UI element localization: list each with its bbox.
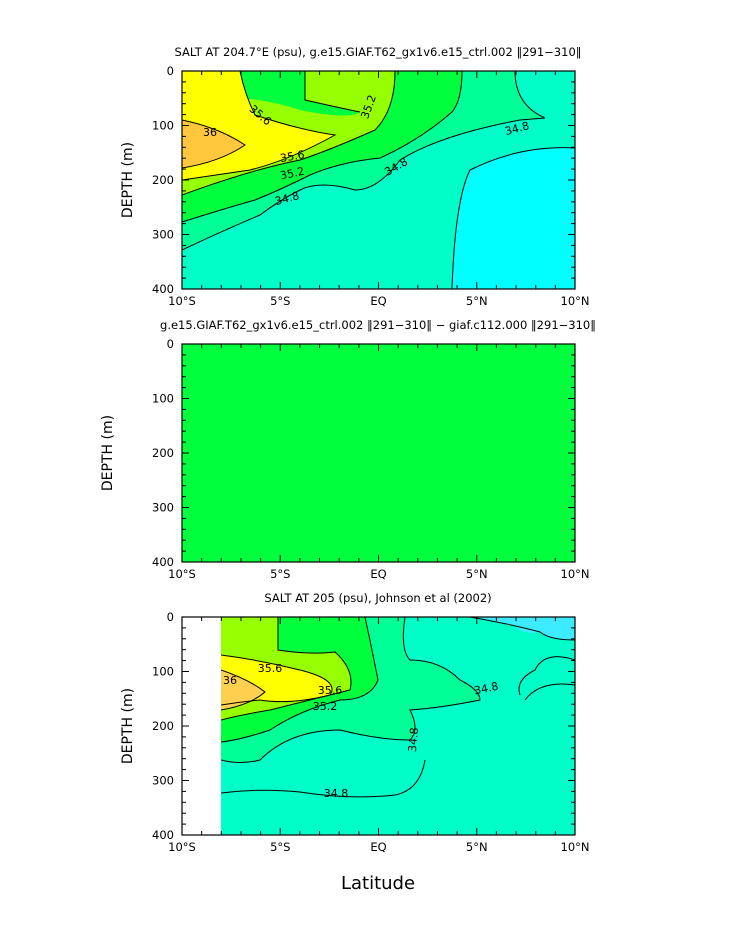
x-tick-label: 5°N <box>466 567 488 581</box>
x-tick-label: 10°S <box>168 294 196 308</box>
panel-2-field <box>182 344 575 562</box>
contour-label: 36 <box>223 674 237 687</box>
panel-1-ticks: 10°S 5°S EQ 5°N 10°N 0 100 200 300 400 <box>152 64 589 308</box>
panel-3-ylabel: DEPTH (m) <box>120 688 136 764</box>
y-tick-label: 300 <box>152 774 174 788</box>
y-tick-label: 200 <box>152 173 174 187</box>
contour-label: 34.8 <box>324 787 349 800</box>
panel-3-title: SALT AT 205 (psu), Johnson et al (2002) <box>264 591 491 605</box>
x-tick-label: 5°N <box>466 840 488 854</box>
x-axis-label: Latitude <box>341 873 415 894</box>
panel-3: SALT AT 205 (psu), Johnson et al (2002) <box>120 591 590 854</box>
panel-1-field <box>182 71 575 289</box>
y-tick-label: 100 <box>152 392 174 406</box>
contour-label: 35.2 <box>313 700 338 713</box>
region-green-top <box>182 71 360 116</box>
y-tick-label: 0 <box>167 610 174 624</box>
y-tick-label: 0 <box>167 64 174 78</box>
y-tick-label: 100 <box>152 119 174 133</box>
x-tick-label: EQ <box>370 567 386 581</box>
y-tick-label: 400 <box>152 828 174 842</box>
contour-label: 34.8 <box>274 189 301 208</box>
region-orange <box>221 670 265 710</box>
y-tick-label: 400 <box>152 282 174 296</box>
x-tick-label: 10°N <box>561 840 590 854</box>
panel-2-ylabel: DEPTH (m) <box>100 415 116 491</box>
contour-label: 35.6 <box>279 148 305 165</box>
region-orange <box>182 120 245 168</box>
panel-1-contours <box>182 71 575 289</box>
contour-label: 35.6 <box>318 684 343 697</box>
contour-label: 34.8 <box>406 727 421 753</box>
y-tick-label: 400 <box>152 555 174 569</box>
y-tick-label: 0 <box>167 337 174 351</box>
panel-3-contour-labels: 36 35.6 35.6 35.2 34.8 34.8 34.8 <box>223 662 500 800</box>
contour-label: 34.8 <box>504 119 531 138</box>
panel-1: SALT AT 204.7°E (psu), g.e15.GIAF.T62_gx… <box>120 45 590 308</box>
panel-1-title: SALT AT 204.7°E (psu), g.e15.GIAF.T62_gx… <box>174 45 581 59</box>
panel-2: g.e15.GIAF.T62_gx1v6.e15_ctrl.002 ‖291−3… <box>100 318 596 581</box>
y-tick-label: 100 <box>152 665 174 679</box>
contour-label: 35.6 <box>258 662 283 675</box>
contour-label: 35.2 <box>279 165 306 183</box>
panel-2-ticks: 10°S 5°S EQ 5°N 10°N 0 100 200 300 400 <box>152 337 589 581</box>
x-tick-label: 5°N <box>466 294 488 308</box>
x-tick-label: 10°S <box>168 840 196 854</box>
x-tick-label: 5°S <box>270 840 290 854</box>
panel-2-title: g.e15.GIAF.T62_gx1v6.e15_ctrl.002 ‖291−3… <box>160 318 596 332</box>
contour-label: 36 <box>203 126 217 139</box>
panel-1-ylabel: DEPTH (m) <box>120 142 136 218</box>
x-tick-label: 5°S <box>270 294 290 308</box>
y-tick-label: 200 <box>152 719 174 733</box>
contour-label: 34.8 <box>473 680 500 698</box>
y-tick-label: 300 <box>152 501 174 515</box>
panel-3-field <box>221 617 575 835</box>
x-tick-label: 10°N <box>561 294 590 308</box>
x-tick-label: EQ <box>370 840 386 854</box>
panel-3-ticks: 10°S 5°S EQ 5°N 10°N 0 100 200 300 400 <box>152 610 589 854</box>
y-tick-label: 300 <box>152 228 174 242</box>
x-tick-label: 10°S <box>168 567 196 581</box>
region-sky <box>470 617 575 640</box>
x-tick-label: 5°S <box>270 567 290 581</box>
x-tick-label: EQ <box>370 294 386 308</box>
y-tick-label: 200 <box>152 446 174 460</box>
panel-3-contours <box>221 617 575 798</box>
x-tick-label: 10°N <box>561 567 590 581</box>
